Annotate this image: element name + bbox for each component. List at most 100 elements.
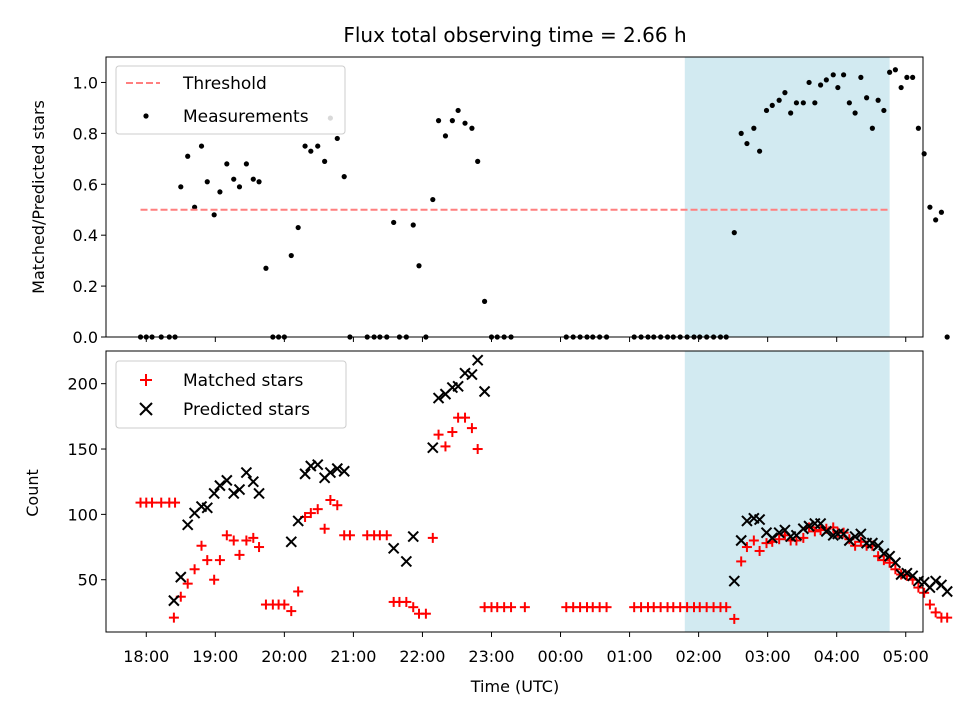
y-tick-label: 0.8: [73, 124, 98, 143]
y-tick-label: 150: [67, 440, 98, 459]
top-panel: 0.0 0.2 0.4 0.6 0.8 1.0 Flux total observing …: [29, 23, 950, 347]
predicted-legend-swatch: [139, 402, 153, 416]
predicted-star-point: [292, 515, 304, 527]
measurement-point: [800, 100, 806, 106]
matched-star-point: [774, 534, 785, 545]
measurement-point: [198, 143, 205, 149]
matched-star-point: [913, 582, 924, 593]
top-highlight-span: [684, 57, 890, 337]
top-y-ticks: 0.0 0.2 0.4 0.6 0.8 1.0: [73, 73, 106, 347]
measurement-point: [217, 189, 223, 195]
matched-star-point: [506, 602, 517, 613]
predicted-star-point: [233, 483, 246, 496]
y-tick-label: 0.2: [73, 277, 98, 296]
matched-star-point: [884, 557, 895, 568]
bottom-y-ticks: 50 100 150 200: [67, 375, 106, 590]
predicted-star-point: [221, 474, 233, 487]
measurement-point: [469, 125, 475, 131]
predicted-star-point: [324, 466, 337, 479]
matched-star-point: [254, 542, 265, 553]
matched-star-point: [319, 523, 330, 534]
measurement-point: [410, 222, 416, 228]
matched-star-point: [736, 556, 747, 567]
matched-star-point: [942, 612, 953, 623]
bottom-panel: 50 100 150 200 18:00 19:00 20:00 21:00 22:00 23:…: [23, 350, 953, 696]
top-x-ticks: [145, 337, 907, 342]
matched-star-point: [332, 500, 343, 511]
measurement-point: [243, 161, 249, 167]
y-tick-label: 0.0: [73, 328, 98, 347]
x-tick-label: 19:00: [192, 647, 238, 666]
x-tick-label: 23:00: [468, 647, 514, 666]
measurement-point: [455, 107, 461, 114]
bottom-y-axis-label: Count: [23, 469, 42, 517]
matched-star-point: [754, 545, 765, 556]
predicted-star-point: [432, 392, 445, 404]
predicted-stars-points: [168, 354, 953, 607]
predicted-star-point: [478, 385, 491, 398]
predicted-star-point: [299, 468, 311, 480]
predicted-legend-label: Predicted stars: [183, 400, 310, 420]
predicted-star-point: [208, 487, 220, 500]
measurement-point: [793, 100, 800, 106]
matched-star-point: [850, 540, 861, 551]
matched-star-point: [890, 564, 901, 575]
predicted-star-point: [285, 536, 297, 548]
matched-star-point: [466, 423, 477, 434]
bottom-legend-box: [115, 360, 347, 429]
matched-star-point: [401, 596, 412, 607]
measurement-point: [256, 179, 262, 185]
matched-star-point: [293, 586, 304, 597]
measurement-point: [846, 100, 852, 106]
matched-star-point: [202, 555, 213, 566]
measurement-point: [751, 125, 757, 131]
measurements-legend-label: Measurements: [183, 107, 309, 127]
predicted-star-point: [201, 502, 213, 514]
predicted-star-point: [941, 585, 953, 598]
measurement-point: [731, 230, 737, 236]
predicted-star-point: [878, 547, 890, 560]
matched-star-point: [209, 574, 220, 585]
bottom-legend: Matched stars Predicted stars: [115, 360, 347, 429]
measurement-point: [933, 217, 939, 223]
y-tick-label: 200: [67, 375, 98, 394]
measurement-point: [921, 151, 927, 157]
x-tick-label: 22:00: [399, 647, 445, 666]
predicted-star-point: [753, 513, 766, 526]
predicted-star-point: [766, 532, 778, 544]
measurement-point: [192, 204, 198, 210]
measurement-point: [757, 148, 763, 154]
measurement-point: [481, 298, 488, 304]
measurement-point: [904, 74, 910, 80]
matched-star-point: [809, 526, 820, 537]
measurement-point: [776, 97, 782, 103]
predicted-star-point: [452, 380, 464, 392]
measurement-point: [308, 148, 314, 154]
matched-star-point: [791, 535, 802, 546]
matched-star-point: [234, 549, 245, 560]
predicted-star-point: [181, 519, 194, 531]
measurement-point: [915, 125, 921, 131]
predicted-star-point: [803, 520, 815, 532]
measurement-point: [892, 67, 898, 73]
matched-star-point: [279, 599, 290, 610]
matched-star-point: [741, 542, 752, 553]
matched-star-point: [248, 532, 259, 543]
matched-legend-swatch: [140, 374, 152, 386]
matched-star-point: [325, 494, 336, 505]
matched-star-point: [433, 429, 444, 440]
x-tick-label: 02:00: [676, 647, 722, 666]
predicted-star-point: [797, 523, 810, 535]
measurement-point: [927, 204, 933, 210]
top-legend: Threshold Measurements: [115, 65, 346, 135]
measurement-point: [944, 334, 950, 340]
matched-star-point: [440, 441, 451, 452]
measurement-point: [812, 100, 818, 106]
matched-star-point: [241, 535, 252, 546]
matched-star-point: [420, 608, 431, 619]
predicted-star-point: [471, 354, 484, 366]
measurement-point: [416, 263, 422, 269]
measurement-point: [823, 77, 829, 83]
measurements-legend-swatch: [143, 113, 149, 119]
matched-star-point: [182, 578, 193, 589]
